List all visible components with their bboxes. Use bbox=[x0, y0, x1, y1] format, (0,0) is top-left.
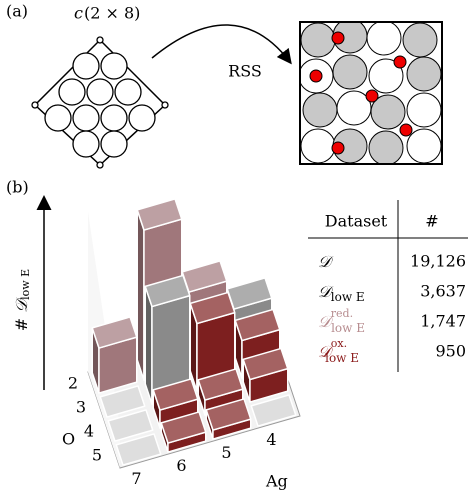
bar-left-face bbox=[136, 209, 145, 381]
y-tick-label: 4 bbox=[84, 422, 94, 441]
bar-top-face bbox=[115, 433, 162, 466]
bar-top-face bbox=[99, 385, 146, 418]
x-tick-label: 7 bbox=[131, 469, 141, 488]
z-sub: low E bbox=[19, 269, 32, 300]
dataset-count: 19,126 bbox=[410, 252, 466, 271]
bar bbox=[205, 398, 252, 440]
x-label: Ag bbox=[265, 472, 288, 491]
bar-top-face bbox=[250, 394, 297, 427]
x-tick-label: 4 bbox=[266, 430, 276, 449]
dataset-count: 950 bbox=[435, 342, 466, 361]
y-label: O bbox=[62, 430, 75, 449]
table-header: Dataset bbox=[325, 212, 388, 231]
dataset-symbol: 𝒟 bbox=[318, 342, 334, 361]
dataset-count: 1,747 bbox=[420, 312, 466, 331]
bar-top-face bbox=[242, 347, 289, 381]
dataset-name: 𝒟ox. low E bbox=[318, 337, 359, 365]
bar-top-face bbox=[91, 316, 138, 349]
dataset-symbol: 𝒟 bbox=[318, 312, 334, 331]
dataset-name: 𝒟low E bbox=[318, 282, 365, 304]
dataset-sup: red. bbox=[331, 307, 353, 320]
bar-top-face bbox=[107, 409, 154, 442]
y-tick-label: 2 bbox=[68, 374, 78, 393]
bar-top-face bbox=[144, 274, 191, 308]
dataset-sub: low E bbox=[325, 351, 359, 365]
y-tick-label: 3 bbox=[76, 398, 86, 417]
bar bbox=[160, 411, 207, 453]
arrow bbox=[151, 24, 292, 65]
bar bbox=[91, 316, 138, 394]
z-name: 𝒟 bbox=[12, 297, 31, 313]
z-label: # 𝒟low E bbox=[12, 269, 33, 331]
bar bbox=[107, 409, 154, 442]
x-tick-label: 6 bbox=[176, 456, 186, 475]
bar-top-face bbox=[234, 308, 281, 342]
bar-top-face bbox=[160, 411, 207, 444]
table-header: # bbox=[425, 212, 438, 231]
bar bbox=[144, 274, 191, 405]
structure-prefix: c bbox=[74, 4, 83, 23]
bar bbox=[242, 347, 289, 403]
dataset-count: 3,637 bbox=[420, 282, 466, 301]
bar-top-face bbox=[205, 398, 252, 431]
dataset-symbol: 𝒟 bbox=[318, 282, 334, 301]
y-tick-label: 5 bbox=[92, 446, 102, 465]
dataset-symbol: 𝒟 bbox=[318, 252, 334, 271]
panel-label: (b) bbox=[6, 178, 29, 197]
bar-top-face bbox=[136, 198, 183, 231]
dataset-sub: low E bbox=[331, 321, 365, 335]
bar-top-face bbox=[197, 368, 244, 401]
bar-top-face bbox=[189, 291, 236, 325]
dataset-name: 𝒟red. low E bbox=[318, 307, 365, 335]
z-symbol: # bbox=[12, 318, 31, 331]
dataset-name: 𝒟 bbox=[318, 252, 334, 271]
rss-structure bbox=[300, 22, 442, 164]
bar bbox=[115, 433, 162, 466]
dataset-sup: ox. bbox=[331, 337, 347, 350]
bar-top-face bbox=[152, 378, 199, 411]
x-tick-label: 5 bbox=[221, 443, 231, 462]
arrow-label: RSS bbox=[228, 62, 262, 81]
lattice bbox=[31, 36, 169, 169]
panel-label: (a) bbox=[6, 2, 28, 21]
box-frame bbox=[299, 21, 443, 165]
structure-cell: (2 × 8) bbox=[84, 4, 140, 23]
bar bbox=[250, 394, 297, 427]
bar bbox=[99, 385, 146, 418]
dataset-sub: low E bbox=[331, 290, 365, 304]
